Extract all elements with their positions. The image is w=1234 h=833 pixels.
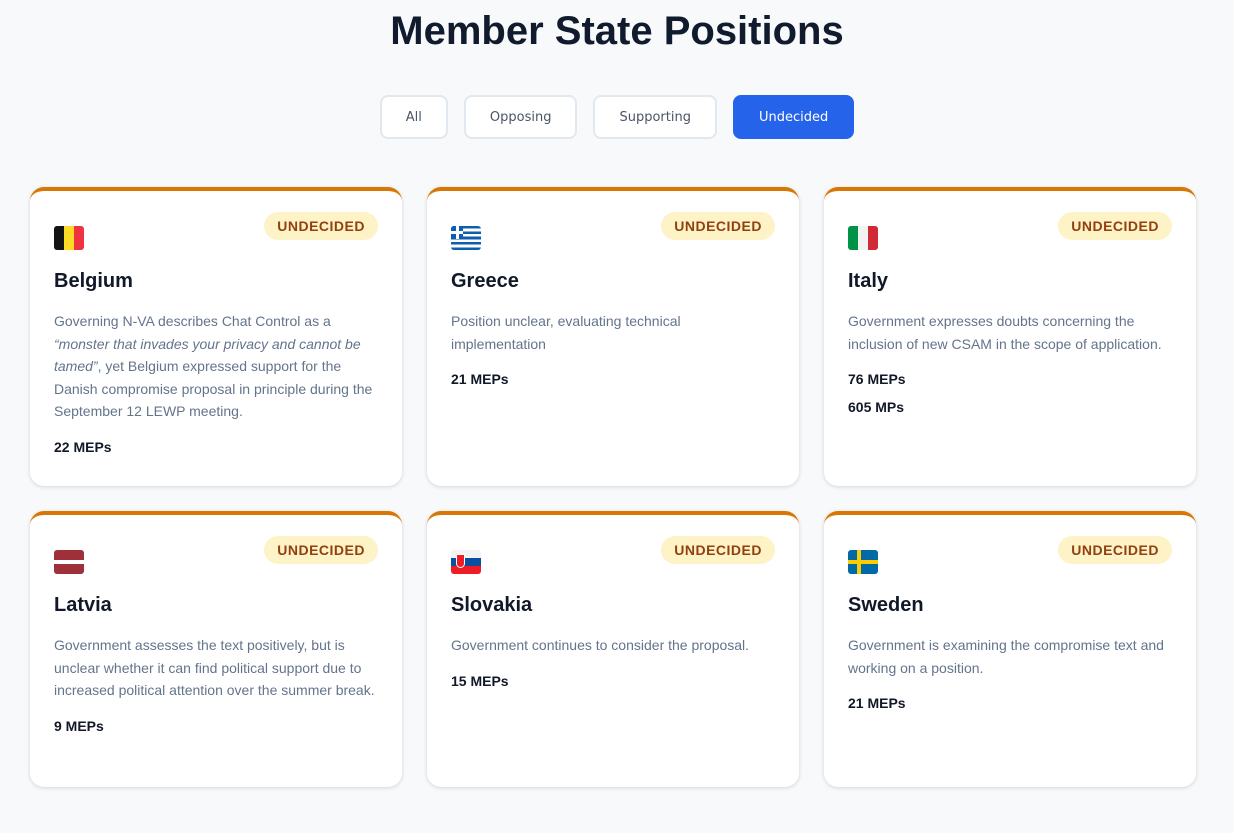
sweden-flag-icon (848, 550, 878, 574)
belgium-flag-icon (54, 226, 84, 250)
country-name: Belgium (54, 270, 133, 292)
status-badge: UNDECIDED (264, 536, 378, 564)
country-card-slovakia: UNDECIDED Slovakia Government continues … (427, 511, 799, 787)
country-name: Sweden (848, 594, 924, 616)
country-description: Governing N-VA describes Chat Control as… (54, 310, 378, 423)
meps-count: 22 MEPs (54, 438, 112, 455)
latvia-flag-icon (54, 550, 84, 574)
greece-flag-icon (451, 226, 481, 250)
meps-count: 21 MEPs (848, 695, 906, 711)
mps-count: 605 MPs (848, 399, 905, 415)
country-grid: UNDECIDED Belgium Governing N-VA describ… (30, 187, 1196, 787)
description-quote: “monster that invades your privacy and c… (54, 335, 361, 375)
country-name: Slovakia (451, 594, 533, 616)
country-description: Government expresses doubts concerning t… (848, 313, 1162, 352)
slovakia-flag-icon (451, 550, 481, 574)
country-card-belgium: UNDECIDED Belgium Governing N-VA describ… (30, 187, 402, 486)
country-name: Italy (848, 270, 889, 292)
country-name: Greece (451, 270, 519, 292)
country-card-italy: UNDECIDED Italy Government expresses dou… (824, 187, 1196, 486)
status-badge: UNDECIDED (1058, 212, 1172, 240)
filter-all-button[interactable]: All (379, 95, 448, 139)
meps-count: 76 MEPs (848, 371, 906, 387)
page-title: Member State Positions (390, 9, 844, 53)
filter-undecided-button[interactable]: Undecided (732, 95, 855, 139)
status-badge: UNDECIDED (264, 212, 378, 240)
country-description: Government assesses the text positively,… (54, 637, 375, 698)
meps-count: 21 MEPs (451, 371, 509, 387)
status-badge: UNDECIDED (661, 212, 775, 240)
country-description: Government continues to consider the pro… (451, 637, 750, 653)
country-description: Government is examining the compromise t… (848, 637, 1164, 676)
description-text: Governing N-VA describes Chat Control as… (54, 313, 331, 329)
meps-count: 9 MEPs (54, 717, 104, 734)
filter-supporting-button[interactable]: Supporting (593, 95, 717, 139)
meps-count: 15 MEPs (451, 672, 509, 689)
filter-bar: All Opposing Supporting Undecided (0, 95, 1234, 139)
description-text: , yet Belgium expressed support for the … (54, 358, 373, 419)
status-badge: UNDECIDED (1058, 536, 1172, 564)
status-badge: UNDECIDED (661, 536, 775, 564)
country-card-greece: UNDECIDED Greece Position unclear, evalu… (427, 187, 799, 486)
country-description: Position unclear, evaluating technical i… (451, 313, 681, 352)
country-card-sweden: UNDECIDED Sweden Government is examining… (824, 511, 1196, 787)
country-card-latvia: UNDECIDED Latvia Government assesses the… (30, 511, 402, 787)
italy-flag-icon (848, 226, 878, 250)
filter-opposing-button[interactable]: Opposing (463, 95, 578, 139)
country-name: Latvia (54, 594, 112, 616)
